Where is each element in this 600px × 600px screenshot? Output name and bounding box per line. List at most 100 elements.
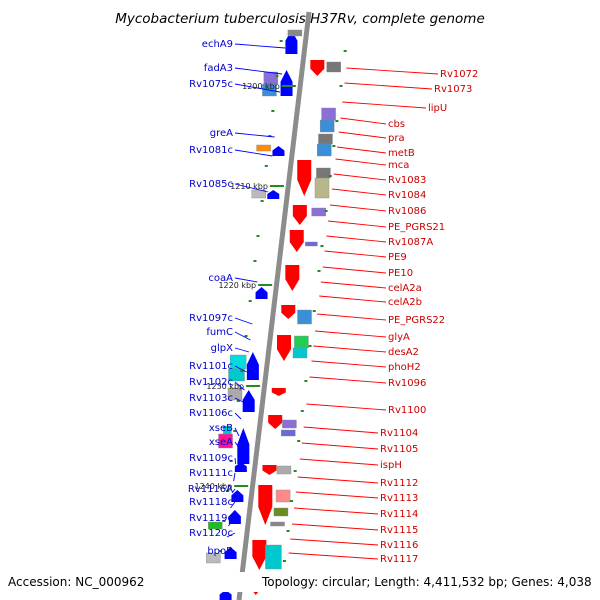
minus-gene-label[interactable]: bpoB — [207, 546, 233, 557]
plus-gene-label[interactable]: Rv1086 — [388, 206, 426, 217]
plus-gene-label[interactable]: ispH — [380, 460, 402, 471]
minus-gene-label[interactable]: fadA3 — [204, 63, 233, 74]
plus-gene-label[interactable]: celA2b — [388, 297, 422, 308]
minor-tick — [226, 490, 230, 492]
feature-box — [297, 309, 312, 325]
minus-leader-line — [234, 67, 283, 75]
minus-gene-label[interactable]: Rv1106c — [189, 408, 233, 419]
minus-leader-line — [234, 381, 245, 391]
plus-gene-label[interactable]: Rv1116 — [380, 540, 418, 551]
minus-gene-label[interactable]: Rv1075c — [189, 79, 233, 90]
plus-gene-label[interactable]: Rv1113 — [380, 493, 418, 504]
plus-leader-line — [314, 330, 387, 338]
plus-gene-label[interactable]: pra — [388, 133, 405, 144]
plus-leader-line — [311, 360, 387, 368]
plus-leader-line — [313, 345, 387, 353]
minus-leader-line — [234, 149, 273, 157]
feature-box — [265, 544, 282, 570]
minus-gene-label[interactable]: xseB — [209, 423, 233, 434]
kbp-tick-label: 1240 kbp — [195, 482, 233, 491]
minus-strand-gene-arrow — [242, 390, 255, 412]
minus-gene-label[interactable]: greA — [210, 128, 233, 139]
minus-gene-label[interactable]: Rv1103c — [189, 393, 233, 404]
minor-tick — [312, 310, 316, 312]
minus-gene-label[interactable]: Rv1081c — [189, 145, 233, 156]
plus-strand-gene-arrow — [292, 205, 307, 225]
plus-gene-label[interactable]: Rv1115 — [380, 525, 418, 536]
minus-gene-label[interactable]: Rv1102c — [189, 377, 233, 388]
plus-gene-label[interactable]: Rv1072 — [440, 69, 478, 80]
genome-backbone — [236, 11, 312, 600]
plus-gene-label[interactable]: Rv1084 — [388, 190, 426, 201]
plus-strand-gene-arrow — [289, 230, 304, 252]
feature-box — [317, 143, 332, 157]
minus-gene-label[interactable]: Rv1085c — [189, 179, 233, 190]
feature-box — [256, 144, 271, 152]
minus-gene-label[interactable]: Rv1101c — [189, 361, 233, 372]
plus-gene-label[interactable]: Rv1112 — [380, 478, 418, 489]
feature-box — [273, 507, 289, 517]
plus-gene-label[interactable]: Rv1117 — [380, 554, 418, 565]
plus-gene-label[interactable]: Rv1083 — [388, 175, 426, 186]
minus-gene-label[interactable]: xseA — [209, 437, 233, 448]
plus-leader-line — [324, 250, 387, 258]
minus-gene-label[interactable]: Rv1097c — [189, 313, 233, 324]
minus-gene-label[interactable]: glpX — [211, 343, 233, 354]
plus-leader-line — [329, 204, 387, 212]
plus-gene-label[interactable]: Rv1073 — [434, 84, 472, 95]
plus-gene-label[interactable]: glyA — [388, 332, 410, 343]
minus-leader-line — [230, 501, 236, 509]
plus-gene-label[interactable]: PE_PGRS21 — [388, 222, 445, 233]
plus-gene-label[interactable]: mca — [388, 160, 409, 171]
minor-tick — [286, 530, 290, 532]
minor-tick — [248, 300, 252, 302]
plus-gene-label[interactable]: Rv1096 — [388, 378, 426, 389]
minus-gene-label[interactable]: Rv1116A — [188, 484, 233, 495]
plus-gene-label[interactable]: metB — [388, 148, 415, 159]
plus-gene-label[interactable]: Rv1104 — [380, 428, 418, 439]
plus-gene-label[interactable]: phoH2 — [388, 362, 421, 373]
minus-gene-label[interactable]: coaA — [208, 273, 233, 284]
plus-gene-label[interactable]: lipU — [428, 103, 447, 114]
plus-gene-label[interactable]: desA2 — [388, 347, 419, 358]
minus-gene-label[interactable]: Rv1118c — [189, 497, 233, 508]
plus-gene-label[interactable]: celA2a — [388, 283, 422, 294]
plus-strand-gene-arrow — [252, 540, 267, 570]
feature-box — [270, 521, 285, 527]
plus-leader-line — [309, 376, 387, 384]
minor-tick — [293, 470, 297, 472]
minus-strand-gene-arrow — [231, 490, 244, 502]
minus-leader-line — [231, 488, 236, 494]
map-title: Mycobacterium tuberculosis H37Rv, comple… — [115, 11, 485, 27]
plus-gene-label[interactable]: Rv1087A — [388, 237, 433, 248]
minus-leader-line — [224, 550, 236, 558]
accession-text: Accession: NC_000962 — [8, 575, 144, 589]
minus-gene-label[interactable]: Rv1109c — [189, 453, 233, 464]
minus-gene-label[interactable]: fumC — [206, 327, 233, 338]
minor-tick — [282, 560, 286, 562]
minus-gene-label[interactable]: Rv1120c — [189, 528, 233, 539]
minor-tick — [218, 550, 222, 552]
plus-leader-line — [333, 173, 387, 181]
plus-gene-label[interactable]: PE10 — [388, 268, 413, 279]
plus-gene-label[interactable]: Rv1114 — [380, 509, 418, 520]
plus-leader-line — [303, 426, 379, 434]
minus-leader-line — [234, 347, 250, 353]
minus-leader-line — [234, 43, 286, 49]
plus-gene-label[interactable]: Rv1105 — [380, 444, 418, 455]
plus-gene-label[interactable]: cbs — [388, 119, 405, 130]
minus-gene-label[interactable]: Rv1111c — [189, 468, 233, 479]
plus-gene-label[interactable]: PE_PGRS22 — [388, 315, 445, 326]
topology-text: Topology: circular; Length: 4,411,532 bp… — [261, 575, 592, 589]
minus-gene-label[interactable]: echA9 — [202, 39, 233, 50]
minor-tick — [297, 440, 301, 442]
minus-strand-gene-arrow — [246, 352, 259, 380]
plus-gene-label[interactable]: Rv1100 — [388, 405, 426, 416]
minus-leader-line — [234, 277, 258, 283]
plus-gene-label[interactable]: PE9 — [388, 252, 407, 263]
minus-strand-labels: echA9 fadA3 Rv1075c greA Rv1081c Rv1085c coaA R… — [188, 39, 233, 557]
minus-gene-label[interactable]: Rv1119c — [189, 513, 233, 524]
minor-tick — [233, 430, 237, 432]
plus-leader-line — [292, 523, 379, 531]
